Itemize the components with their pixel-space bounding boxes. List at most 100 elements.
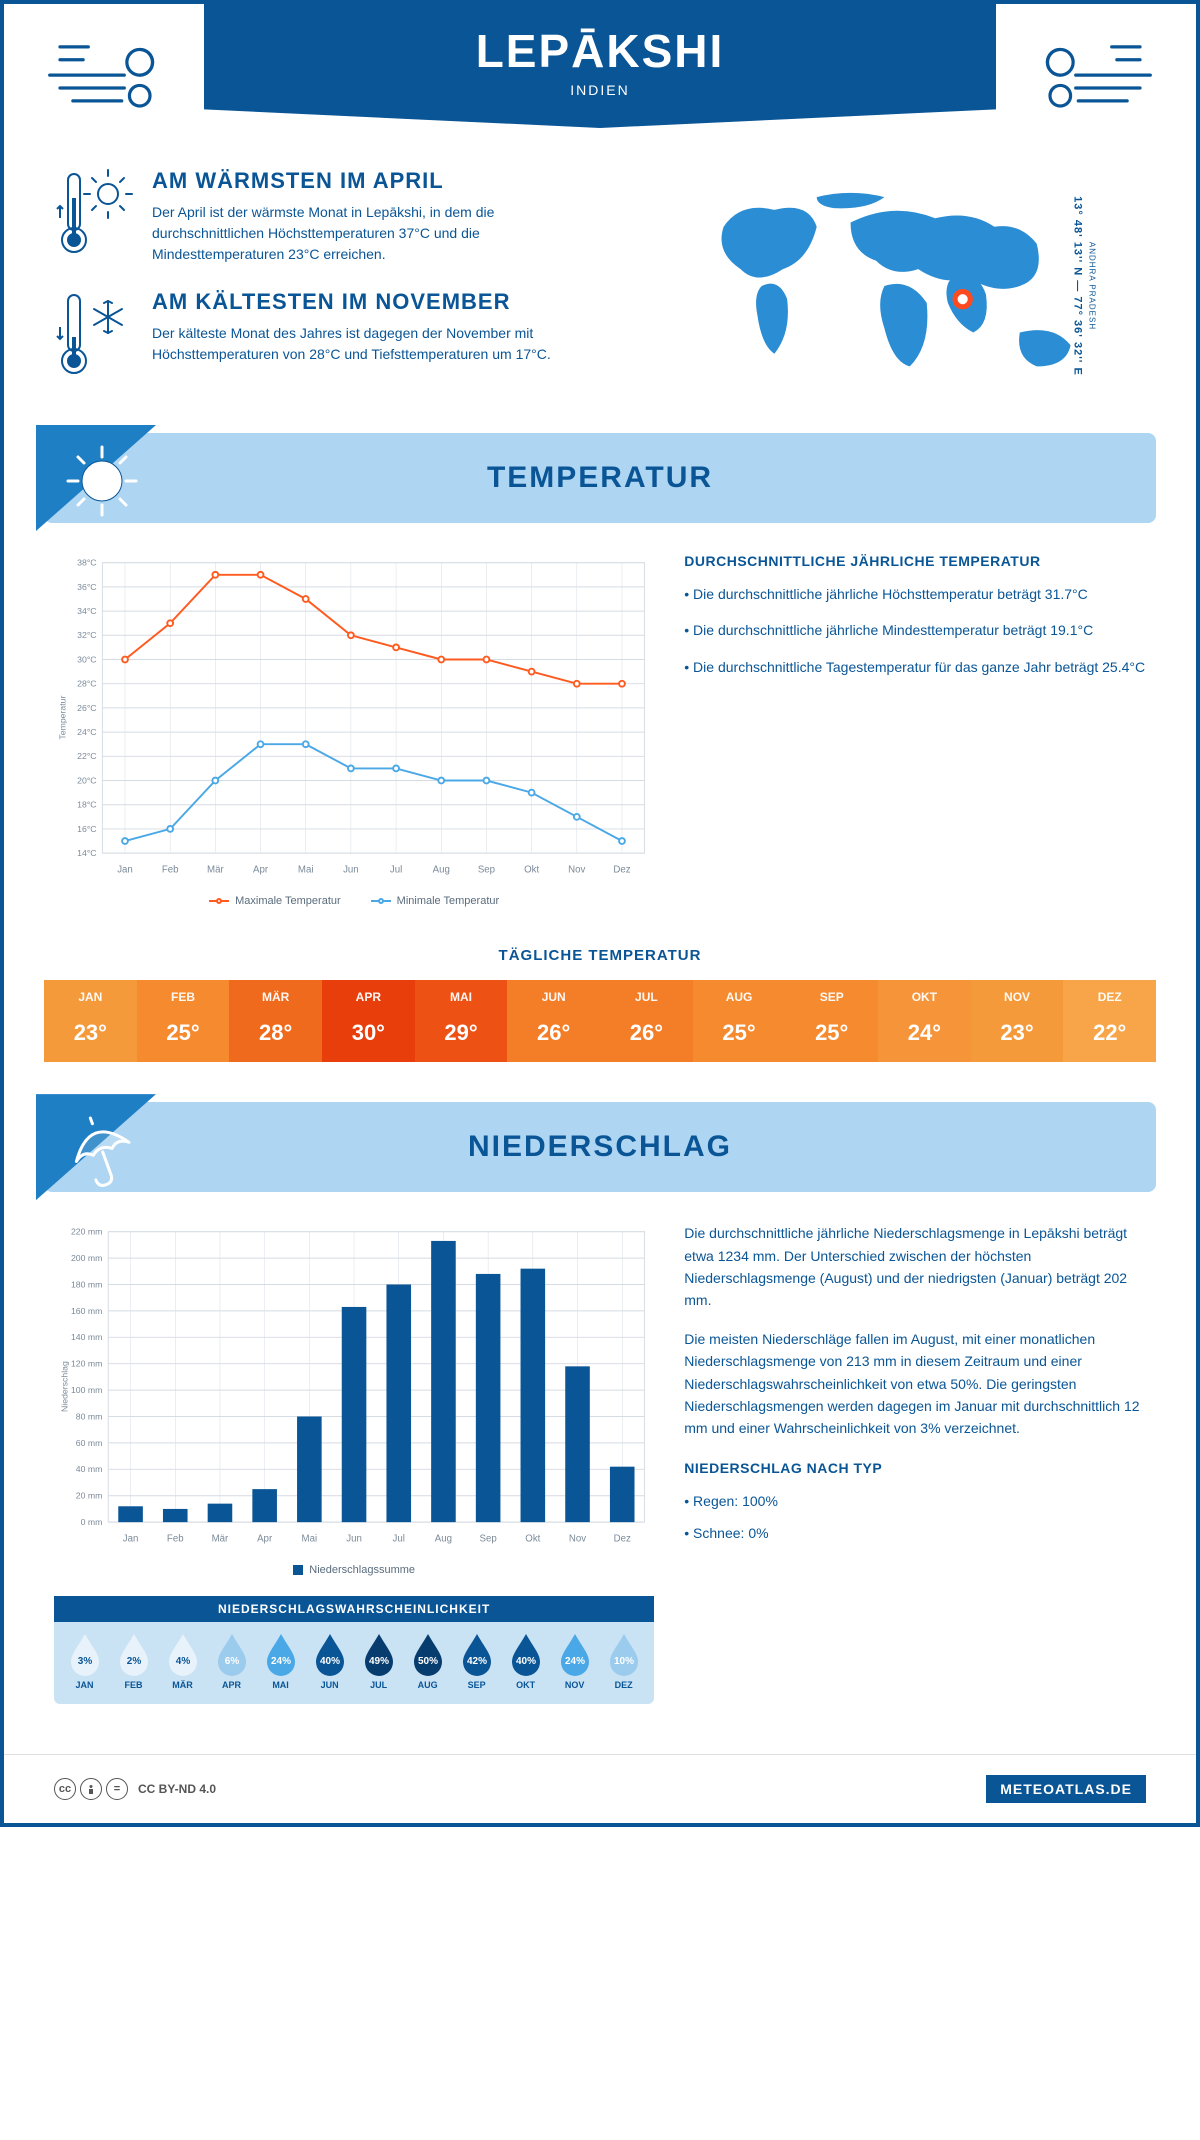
rain-type-bullet: • Schnee: 0% xyxy=(684,1522,1146,1544)
svg-text:28°C: 28°C xyxy=(77,679,96,689)
svg-text:Jan: Jan xyxy=(123,1534,139,1545)
svg-text:80 mm: 80 mm xyxy=(76,1412,103,1422)
svg-text:Mai: Mai xyxy=(302,1534,318,1545)
heat-cell: SEP25° xyxy=(785,980,878,1062)
prob-cell: 4%MÄR xyxy=(158,1632,207,1690)
sun-icon xyxy=(62,441,142,521)
heat-cell: AUG25° xyxy=(693,980,786,1062)
temp-bullet: • Die durchschnittliche jährliche Höchst… xyxy=(684,583,1146,605)
page-title: LEPĀKSHI xyxy=(224,24,976,78)
license-text: CC BY-ND 4.0 xyxy=(138,1782,216,1796)
daily-temp-title: TÄGLICHE TEMPERATUR xyxy=(4,947,1196,964)
svg-text:Jul: Jul xyxy=(390,864,402,875)
svg-text:3%: 3% xyxy=(77,1656,92,1667)
svg-text:6%: 6% xyxy=(224,1656,239,1667)
coordinates: ANDHRA PRADESH 13° 48' 13'' N — 77° 36' … xyxy=(1072,196,1097,376)
svg-text:42%: 42% xyxy=(467,1656,487,1667)
temperature-section-banner: TEMPERATUR xyxy=(44,433,1156,523)
prob-cell: 49%JUL xyxy=(354,1632,403,1690)
world-map xyxy=(640,176,1146,396)
svg-text:14°C: 14°C xyxy=(77,848,96,858)
svg-text:49%: 49% xyxy=(369,1656,389,1667)
temperature-chart: 14°C16°C18°C20°C22°C24°C26°C28°C30°C32°C… xyxy=(54,553,654,882)
prob-cell: 2%FEB xyxy=(109,1632,158,1690)
svg-text:40%: 40% xyxy=(320,1656,340,1667)
title-banner: LEPĀKSHI INDIEN xyxy=(204,4,996,128)
cc-icon: cc xyxy=(54,1778,76,1800)
site-badge: METEOATLAS.DE xyxy=(986,1775,1146,1803)
svg-text:Aug: Aug xyxy=(435,1534,452,1545)
svg-text:4%: 4% xyxy=(175,1656,190,1667)
svg-text:160 mm: 160 mm xyxy=(71,1306,102,1316)
svg-text:Sep: Sep xyxy=(480,1534,497,1545)
info-row: AM WÄRMSTEN IM APRIL Der April ist der w… xyxy=(4,148,1196,433)
umbrella-icon xyxy=(62,1110,142,1190)
svg-text:36°C: 36°C xyxy=(77,582,96,592)
cc-icons: cc = xyxy=(54,1778,128,1800)
svg-text:Nov: Nov xyxy=(569,1534,586,1545)
heat-cell: JUN26° xyxy=(507,980,600,1062)
rain-type-bullet: • Regen: 100% xyxy=(684,1490,1146,1512)
heat-cell: MÄR28° xyxy=(229,980,322,1062)
prob-cell: 24%MAI xyxy=(256,1632,305,1690)
temperature-chart-section: 14°C16°C18°C20°C22°C24°C26°C28°C30°C32°C… xyxy=(4,523,1196,937)
heat-cell: MAI29° xyxy=(415,980,508,1062)
precipitation-chart-section: 0 mm20 mm40 mm60 mm80 mm100 mm120 mm140 … xyxy=(4,1192,1196,1734)
warmest-title: AM WÄRMSTEN IM APRIL xyxy=(152,168,610,194)
svg-text:Okt: Okt xyxy=(525,1534,540,1545)
svg-text:Jun: Jun xyxy=(346,1534,362,1545)
svg-text:220 mm: 220 mm xyxy=(71,1227,102,1237)
svg-text:Okt: Okt xyxy=(524,864,539,875)
temp-side-title: DURCHSCHNITTLICHE JÄHRLICHE TEMPERATUR xyxy=(684,553,1146,569)
svg-text:120 mm: 120 mm xyxy=(71,1359,102,1369)
svg-text:26°C: 26°C xyxy=(77,703,96,713)
svg-text:Mai: Mai xyxy=(298,864,314,875)
svg-text:Nov: Nov xyxy=(568,864,585,875)
prob-cell: 42%SEP xyxy=(452,1632,501,1690)
svg-text:40 mm: 40 mm xyxy=(76,1464,103,1474)
prob-cell: 24%NOV xyxy=(550,1632,599,1690)
temperature-heading: TEMPERATUR xyxy=(44,461,1156,495)
svg-text:20°C: 20°C xyxy=(77,775,96,785)
svg-text:24%: 24% xyxy=(565,1656,585,1667)
wind-icon-left xyxy=(44,34,184,124)
temp-bullet: • Die durchschnittliche Tagestemperatur … xyxy=(684,656,1146,678)
svg-text:16°C: 16°C xyxy=(77,824,96,834)
precipitation-legend: Niederschlagssumme xyxy=(54,1564,654,1576)
nd-icon: = xyxy=(106,1778,128,1800)
heat-cell: APR30° xyxy=(322,980,415,1062)
svg-text:24%: 24% xyxy=(271,1656,291,1667)
prob-cell: 3%JAN xyxy=(60,1632,109,1690)
warmest-text: Der April ist der wärmste Monat in Lepāk… xyxy=(152,202,610,265)
prob-cell: 40%JUN xyxy=(305,1632,354,1690)
thermometer-cold-icon xyxy=(54,289,134,379)
svg-text:18°C: 18°C xyxy=(77,800,96,810)
svg-text:50%: 50% xyxy=(418,1656,438,1667)
precipitation-heading: NIEDERSCHLAG xyxy=(44,1130,1156,1164)
thermometer-hot-icon xyxy=(54,168,134,258)
svg-text:Apr: Apr xyxy=(257,1534,273,1545)
coldest-block: AM KÄLTESTEN IM NOVEMBER Der kälteste Mo… xyxy=(54,289,610,379)
svg-text:Dez: Dez xyxy=(614,1534,631,1545)
prob-cell: 40%OKT xyxy=(501,1632,550,1690)
temp-bullet: • Die durchschnittliche jährliche Mindes… xyxy=(684,619,1146,641)
svg-text:60 mm: 60 mm xyxy=(76,1438,103,1448)
header: LEPĀKSHI INDIEN xyxy=(4,4,1196,148)
svg-text:30°C: 30°C xyxy=(77,654,96,664)
svg-text:Feb: Feb xyxy=(162,864,179,875)
warmest-block: AM WÄRMSTEN IM APRIL Der April ist der w… xyxy=(54,168,610,265)
coldest-title: AM KÄLTESTEN IM NOVEMBER xyxy=(152,289,610,315)
precipitation-probability: NIEDERSCHLAGSWAHRSCHEINLICHKEIT 3%JAN2%F… xyxy=(54,1596,654,1704)
page-subtitle: INDIEN xyxy=(224,82,976,98)
wind-icon-right xyxy=(1016,34,1156,124)
prob-cell: 6%APR xyxy=(207,1632,256,1690)
svg-text:40%: 40% xyxy=(516,1656,536,1667)
heat-cell: OKT24° xyxy=(878,980,971,1062)
svg-text:34°C: 34°C xyxy=(77,606,96,616)
rain-para-2: Die meisten Niederschläge fallen im Augu… xyxy=(684,1328,1146,1440)
coldest-text: Der kälteste Monat des Jahres ist dagege… xyxy=(152,323,610,365)
svg-text:Feb: Feb xyxy=(167,1534,184,1545)
heat-cell: JAN23° xyxy=(44,980,137,1062)
heat-cell: JUL26° xyxy=(600,980,693,1062)
svg-text:Temperatur: Temperatur xyxy=(58,695,68,739)
